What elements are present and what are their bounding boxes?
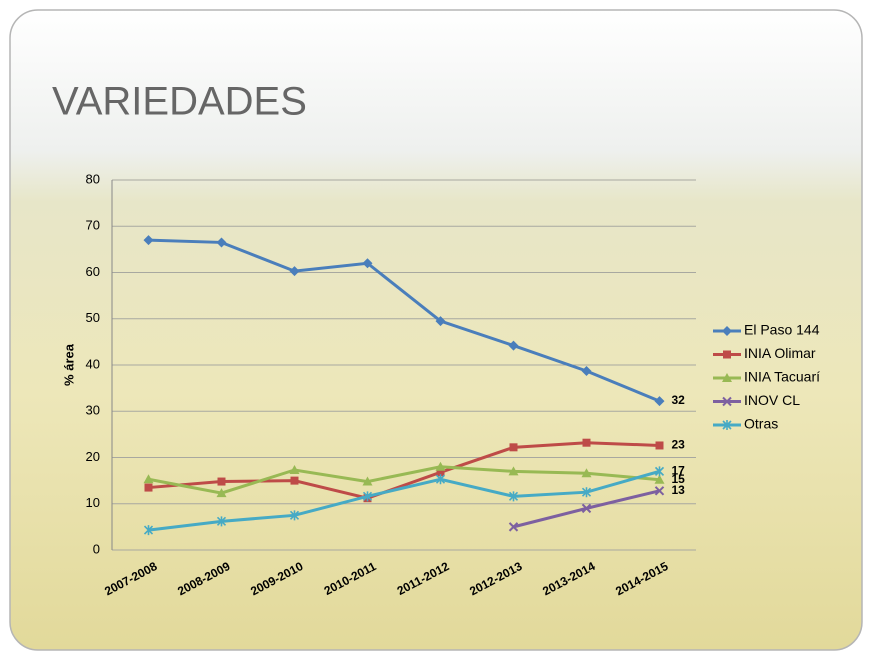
legend-label: INIA Tacuarí bbox=[744, 369, 820, 385]
y-tick-label: 10 bbox=[86, 495, 100, 510]
legend-label: El Paso 144 bbox=[744, 322, 820, 338]
y-axis-label: % área bbox=[61, 343, 76, 386]
marker bbox=[291, 477, 299, 485]
y-tick-label: 70 bbox=[86, 218, 100, 233]
y-tick-label: 20 bbox=[86, 449, 100, 464]
marker bbox=[723, 351, 731, 359]
y-tick-label: 30 bbox=[86, 403, 100, 418]
slide-title: VARIEDADES bbox=[52, 80, 307, 124]
data-label: 23 bbox=[672, 438, 686, 452]
legend-label: INIA Olimar bbox=[744, 345, 816, 361]
data-label: 32 bbox=[672, 393, 686, 407]
y-tick-label: 80 bbox=[86, 171, 100, 186]
slide: VARIEDADES % área 010203040506070802007-… bbox=[0, 0, 872, 655]
y-tick-label: 60 bbox=[86, 264, 100, 279]
data-label: 17 bbox=[672, 464, 686, 478]
marker bbox=[510, 443, 518, 451]
marker bbox=[145, 484, 153, 492]
legend-label: Otras bbox=[744, 416, 778, 432]
y-tick-label: 50 bbox=[86, 310, 100, 325]
y-tick-label: 40 bbox=[86, 356, 100, 371]
marker bbox=[583, 439, 591, 447]
marker bbox=[656, 441, 664, 449]
y-tick-label: 0 bbox=[93, 541, 100, 556]
marker bbox=[218, 478, 226, 486]
data-label: 13 bbox=[672, 483, 686, 497]
legend-label: INOV CL bbox=[744, 392, 800, 408]
